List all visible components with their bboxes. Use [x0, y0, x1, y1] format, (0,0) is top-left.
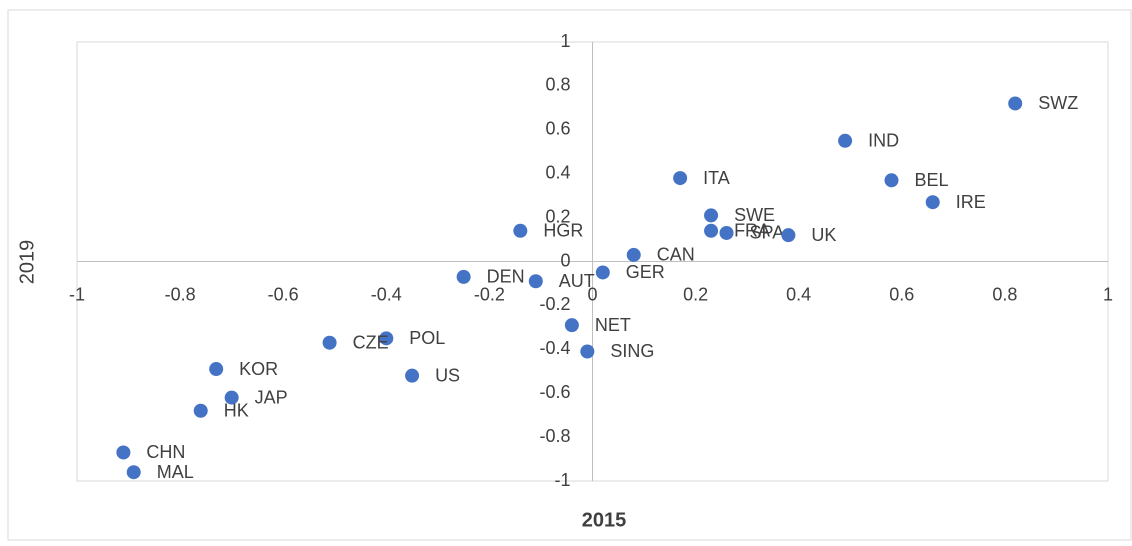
point	[595, 265, 610, 280]
point	[126, 465, 141, 480]
x-tick-label: -1	[69, 284, 85, 304]
y-tick-label: 0.8	[545, 75, 570, 95]
y-tick-label: -0.2	[539, 294, 570, 314]
x-tick-label: -0.8	[165, 284, 196, 304]
point	[209, 362, 224, 377]
point-label: UK	[811, 225, 836, 245]
x-tick-label: 0.8	[992, 284, 1017, 304]
point	[513, 223, 528, 238]
x-tick-label: 0.4	[786, 284, 811, 304]
point	[719, 225, 734, 240]
point-label: CAN	[657, 245, 695, 265]
point	[405, 368, 420, 383]
x-tick-label: 0.6	[889, 284, 914, 304]
point-label: IND	[868, 131, 899, 151]
y-tick-label: -0.6	[539, 382, 570, 402]
y-tick-label: -1	[554, 470, 570, 490]
point-label: KOR	[239, 359, 278, 379]
point	[322, 335, 337, 350]
point	[193, 403, 208, 418]
point-label: SPA	[750, 223, 785, 243]
x-axis-title: 2015	[582, 509, 627, 531]
point-label: FRA	[734, 221, 770, 241]
point-label: GER	[626, 262, 665, 282]
point-label: DEN	[487, 267, 525, 287]
point	[673, 171, 688, 186]
point	[781, 228, 796, 243]
chart-border	[7, 9, 1132, 541]
point	[925, 195, 940, 210]
point-label: AUT	[559, 271, 595, 291]
point	[838, 133, 853, 148]
x-tick-label: 1	[1103, 284, 1113, 304]
point	[564, 318, 579, 333]
point	[528, 274, 543, 289]
y-axis-title: 2019	[16, 240, 38, 285]
point	[704, 223, 719, 238]
point-label: CHN	[146, 442, 185, 462]
x-tick-label: -0.4	[371, 284, 402, 304]
x-tick-label: 0.2	[683, 284, 708, 304]
point	[116, 445, 131, 460]
x-tick-label: -0.6	[268, 284, 299, 304]
point-label: HK	[224, 401, 249, 421]
y-tick-label: 0	[560, 250, 570, 270]
x-tick-label: 0	[587, 284, 597, 304]
point	[704, 208, 719, 223]
point-label: SWE	[734, 205, 775, 225]
point-label: BEL	[914, 170, 948, 190]
point-label: MAL	[157, 462, 194, 482]
point	[456, 269, 471, 284]
point-label: CZE	[353, 332, 389, 352]
point-label: SING	[610, 341, 654, 361]
point	[580, 344, 595, 359]
y-tick-label: -0.4	[539, 338, 570, 358]
x-tick-label: -0.2	[474, 284, 505, 304]
point	[884, 173, 899, 188]
y-tick-label: 0.2	[545, 206, 570, 226]
y-tick-label: 1	[560, 31, 570, 51]
point-label: ITA	[703, 168, 730, 188]
y-tick-label: -0.8	[539, 426, 570, 446]
point-label: US	[435, 365, 460, 385]
point	[1008, 96, 1023, 111]
point-label: NET	[595, 315, 631, 335]
point	[379, 331, 394, 346]
point-label: SWZ	[1038, 93, 1078, 113]
point-label: JAP	[255, 387, 288, 407]
point	[224, 390, 239, 405]
point-label: IRE	[956, 192, 986, 212]
y-tick-label: 0.4	[545, 162, 570, 182]
point-label: POL	[409, 328, 445, 348]
y-tick-label: 0.6	[545, 119, 570, 139]
point	[626, 247, 641, 262]
point-label: HGR	[543, 221, 583, 241]
